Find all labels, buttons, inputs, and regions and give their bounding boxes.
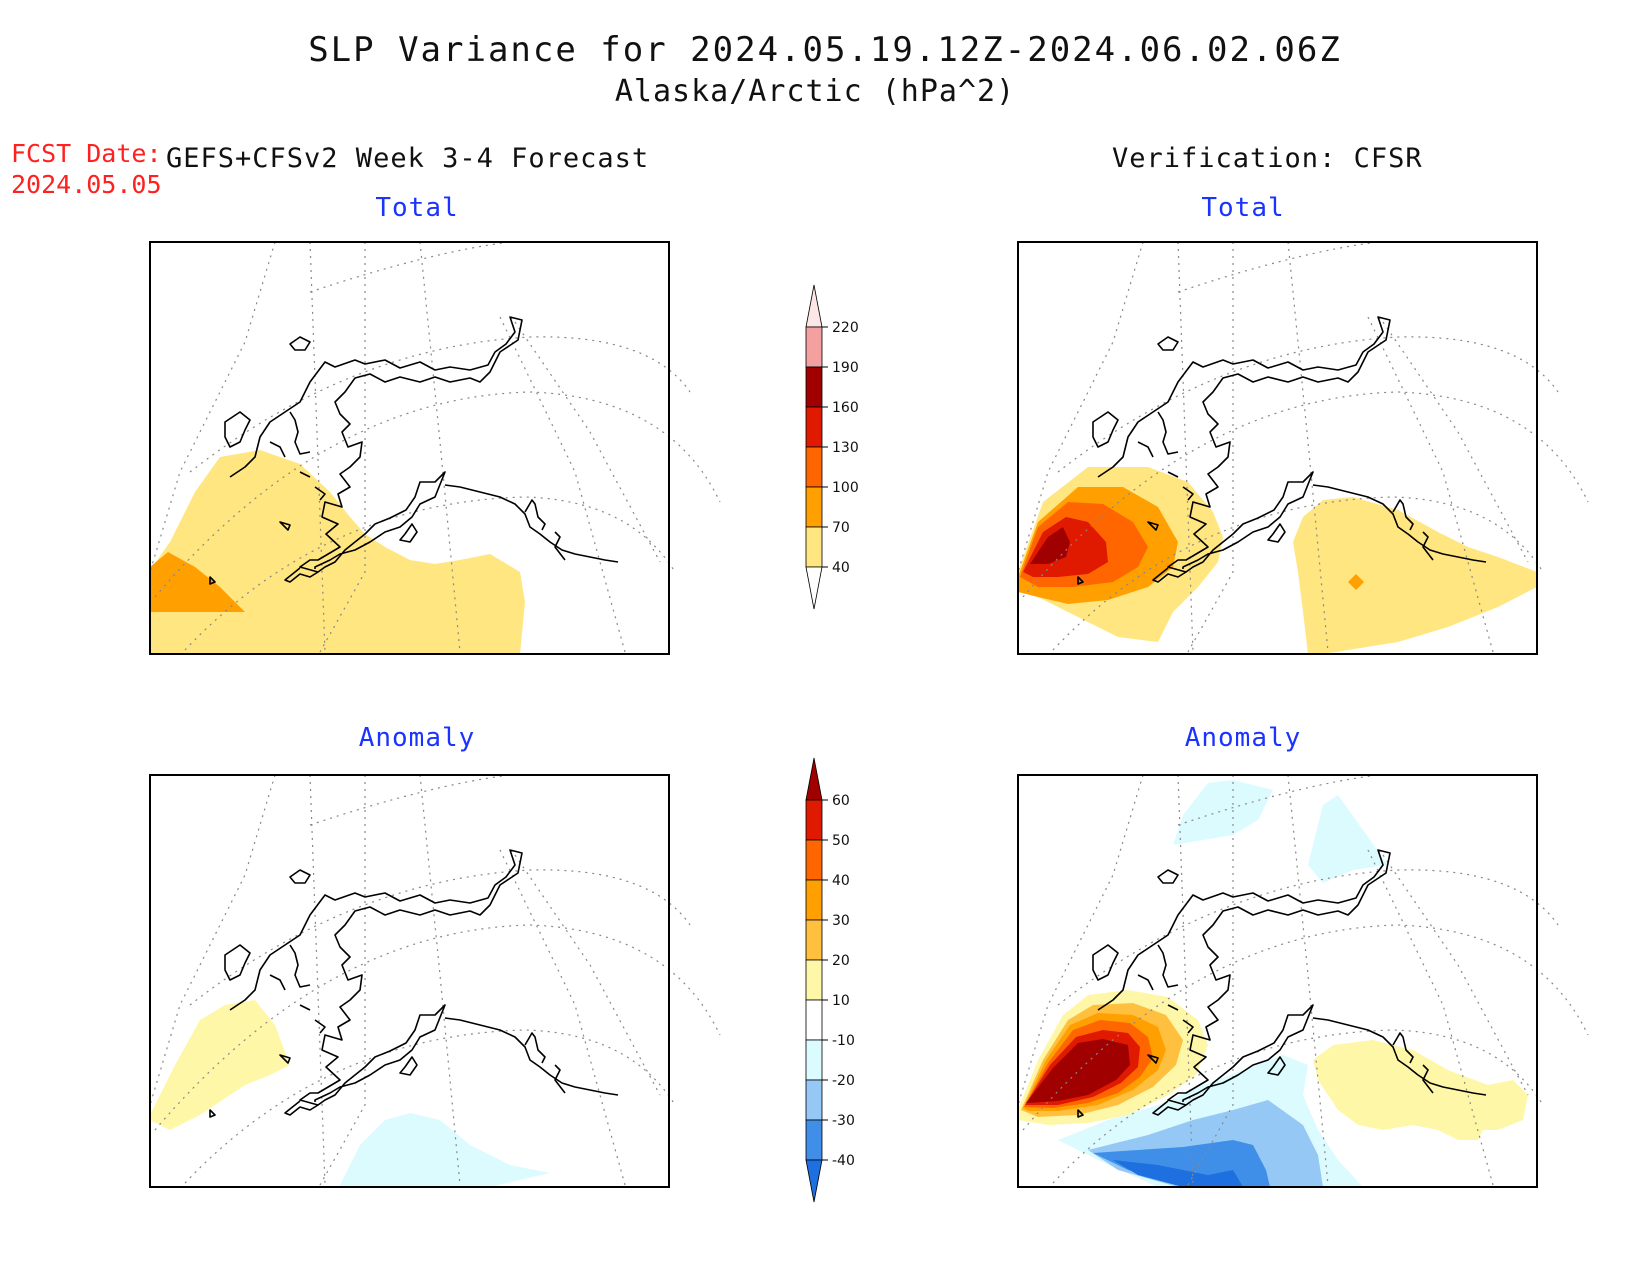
verification-anomaly-neg10-north1 xyxy=(1173,780,1273,845)
fcst-date-value: 2024.05.05 xyxy=(11,170,162,199)
total-colorbar-swatch xyxy=(805,406,823,448)
anomaly-colorbar-label: 10 xyxy=(832,993,850,1009)
total-colorbar: 40 70 100 130 160 190 220 xyxy=(805,284,859,610)
anomaly-colorbar-swatch xyxy=(805,799,823,841)
verification-column-title: Verification: CFSR xyxy=(1112,143,1423,174)
forecast-anomaly-neg10-contour xyxy=(340,1113,550,1187)
anomaly-colorbar-swatch xyxy=(805,999,823,1041)
anomaly-colorbar-swatch xyxy=(805,959,823,1001)
total-colorbar-label: 190 xyxy=(832,360,859,376)
anomaly-colorbar-swatch xyxy=(805,1119,823,1161)
verification-total-160-190-contour xyxy=(1030,527,1070,564)
anomaly-colorbar-label: -40 xyxy=(832,1153,855,1169)
total-colorbar-label: 100 xyxy=(832,480,859,496)
anomaly-colorbar-label: -30 xyxy=(832,1113,855,1129)
anomaly-colorbar-label: -10 xyxy=(832,1033,855,1049)
anomaly-colorbar-swatch xyxy=(805,1039,823,1081)
total-colorbar-label: 130 xyxy=(832,440,859,456)
verification-anomaly-map xyxy=(1017,774,1589,1188)
anomaly-colorbar-swatch xyxy=(805,839,823,881)
total-colorbar-swatch xyxy=(805,486,823,528)
verification-total-40-70-east xyxy=(1293,497,1537,654)
fcst-date: FCST Date: 2024.05.05 xyxy=(11,138,162,200)
forecast-total-40-70-contour xyxy=(150,450,525,654)
total-colorbar-swatch xyxy=(805,446,823,488)
verification-total-70-100-east xyxy=(1348,574,1364,590)
anomaly-colorbar: -40 -30 -20 -10 10 20 30 40 50 60 xyxy=(805,757,855,1203)
total-colorbar-top-triangle xyxy=(805,284,823,328)
forecast-total-70-100-contour xyxy=(150,552,245,612)
total-colorbar-swatch xyxy=(805,326,823,368)
total-colorbar-label: 220 xyxy=(832,320,859,336)
anomaly-colorbar-label: 20 xyxy=(832,953,850,969)
verification-anomaly-pos60-contour xyxy=(1026,1039,1130,1103)
verification-total-map xyxy=(1017,241,1589,655)
verification-anomaly-neg40-contour xyxy=(1113,1160,1243,1187)
anomaly-colorbar-label: 40 xyxy=(832,873,850,889)
forecast-anomaly-map xyxy=(149,774,721,1188)
verification-anomaly-pos10-east xyxy=(1313,1040,1528,1140)
verif-anomaly-subtitle: Anomaly xyxy=(1184,723,1302,753)
main-title: SLP Variance for 2024.05.19.12Z-2024.06.… xyxy=(308,30,1342,70)
total-colorbar-label: 160 xyxy=(832,400,859,416)
forecast-anomaly-pos10-contour xyxy=(150,1000,290,1130)
verif-total-subtitle: Total xyxy=(1201,193,1285,223)
anomaly-colorbar-label: 50 xyxy=(832,833,850,849)
fcst-total-subtitle: Total xyxy=(375,193,459,223)
anomaly-colorbar-top-triangle xyxy=(805,757,823,801)
main-subtitle: Alaska/Arctic (hPa^2) xyxy=(614,74,1016,109)
total-colorbar-label: 40 xyxy=(832,560,850,576)
anomaly-colorbar-label: 30 xyxy=(832,913,850,929)
forecast-column-title: GEFS+CFSv2 Week 3-4 Forecast xyxy=(166,143,650,174)
anomaly-colorbar-bottom-triangle xyxy=(805,1159,823,1203)
anomaly-colorbar-label: -20 xyxy=(832,1073,855,1089)
total-colorbar-swatch xyxy=(805,366,823,408)
forecast-total-map xyxy=(149,241,721,655)
anomaly-colorbar-swatch xyxy=(805,879,823,921)
total-colorbar-label: 70 xyxy=(832,520,850,536)
anomaly-colorbar-swatch xyxy=(805,1079,823,1121)
anomaly-colorbar-label: 60 xyxy=(832,793,850,809)
fcst-anomaly-subtitle: Anomaly xyxy=(358,723,476,753)
verification-anomaly-neg10-north2 xyxy=(1308,795,1388,883)
fcst-date-label: FCST Date: xyxy=(11,139,162,168)
total-colorbar-swatch xyxy=(805,526,823,568)
anomaly-colorbar-swatch xyxy=(805,919,823,961)
total-colorbar-bottom-triangle xyxy=(805,566,823,610)
